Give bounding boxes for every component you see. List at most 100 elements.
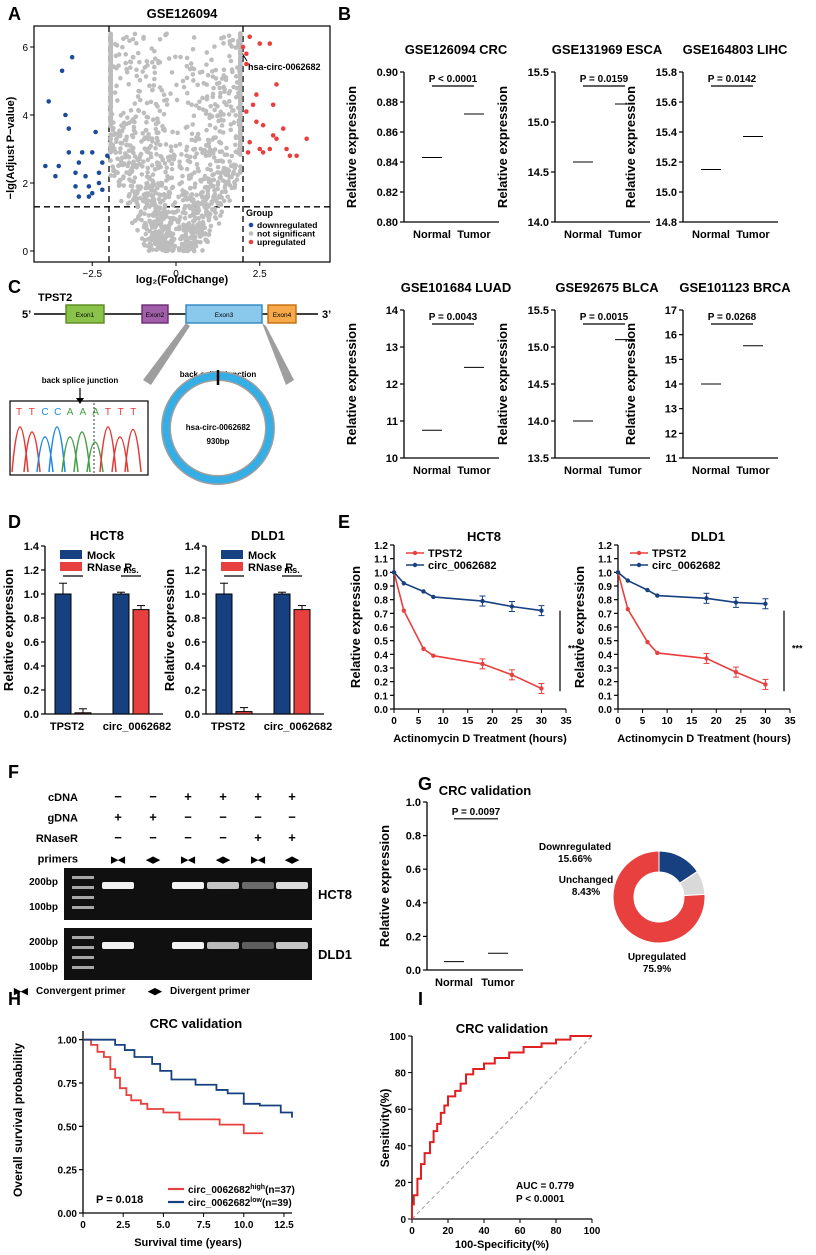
legend-item: upregulated xyxy=(257,237,306,247)
point xyxy=(227,53,232,59)
point xyxy=(152,220,158,226)
point xyxy=(204,50,210,55)
p-value: P = 0.0043 xyxy=(429,312,478,323)
subplot-title: CRC validation xyxy=(439,783,532,798)
x-category-label: Tumor xyxy=(457,465,491,477)
point xyxy=(207,228,212,233)
y-axis-label: Relative expression xyxy=(344,323,359,445)
point xyxy=(130,116,136,122)
y-axis-label: Relative expression xyxy=(344,86,359,208)
point xyxy=(192,225,197,231)
point xyxy=(205,185,211,191)
gel-row-label: cDNA xyxy=(48,792,78,804)
y-tick-label: 0.84 xyxy=(377,157,399,169)
point xyxy=(183,125,189,130)
p-value: P < 0.0001 xyxy=(516,1194,565,1205)
point xyxy=(215,179,221,185)
point xyxy=(168,91,173,96)
point xyxy=(208,167,214,173)
y-tick-label: 1.4 xyxy=(185,541,201,553)
point xyxy=(187,213,193,219)
point xyxy=(257,146,263,152)
circ-length: 930bp xyxy=(206,437,229,446)
point xyxy=(187,159,193,165)
gel-row-label: RNaseR xyxy=(36,833,78,845)
point xyxy=(218,109,224,115)
gel-condition: − xyxy=(184,810,192,825)
point xyxy=(150,172,156,177)
x-tick-label: 10.0 xyxy=(234,1220,254,1231)
point xyxy=(155,165,161,171)
point xyxy=(202,173,208,179)
marker-band xyxy=(72,876,94,879)
series-line-tpst2 xyxy=(617,572,766,686)
point xyxy=(223,77,229,83)
point xyxy=(137,59,142,65)
point xyxy=(108,173,113,178)
point xyxy=(191,35,197,40)
panel-label-H: H xyxy=(8,989,21,1009)
point xyxy=(132,175,138,180)
point xyxy=(112,173,117,179)
point xyxy=(238,36,243,41)
point xyxy=(215,170,220,175)
exon-box xyxy=(141,304,169,324)
point xyxy=(219,189,225,195)
point xyxy=(196,105,202,111)
point xyxy=(190,46,196,52)
legend-n: (n=39) xyxy=(262,1198,292,1209)
x-tick-label: 0 xyxy=(173,269,179,280)
y-tick-label: 0.0 xyxy=(598,705,612,716)
point xyxy=(86,184,92,189)
point xyxy=(171,157,176,162)
point xyxy=(198,201,204,207)
line-chart-e-2: DLD1 0.0 0.1 0.2 0.3 0.4 0.5 0.6 0.7 0.8 0.9 1.0 1.1… xyxy=(572,529,803,745)
point xyxy=(175,130,180,136)
point xyxy=(136,88,141,94)
x-tick-label: 35 xyxy=(784,716,796,727)
y-tick-label: 1.0 xyxy=(185,589,200,601)
point xyxy=(222,168,227,174)
point xyxy=(204,127,209,133)
point xyxy=(108,76,113,81)
point xyxy=(203,111,209,117)
point xyxy=(149,46,155,51)
marker-band xyxy=(72,956,94,959)
point xyxy=(195,166,201,171)
y-tick-label: 0.0 xyxy=(406,965,421,977)
exon-label: Exon3 xyxy=(215,312,234,319)
gel-condition: ◀▶ xyxy=(215,855,231,865)
gel-condition: ▶◀ xyxy=(250,855,266,865)
x-tick-label: 100 xyxy=(584,1226,601,1237)
point xyxy=(250,102,256,108)
gel-condition: − xyxy=(184,830,192,845)
y-tick-label: 0.6 xyxy=(24,637,39,649)
roc-curve xyxy=(411,1035,592,1219)
point xyxy=(260,150,266,155)
marker-label: 100bp xyxy=(29,902,58,913)
x-category-label: Tumor xyxy=(481,977,515,989)
point xyxy=(128,178,134,184)
y-tick-label: 0.8 xyxy=(598,596,612,607)
point xyxy=(238,40,243,46)
point xyxy=(238,56,243,62)
subplot-title: GSE101684 LUAD xyxy=(401,280,512,295)
y-tick-label: 0.6 xyxy=(185,637,200,649)
point xyxy=(166,56,172,61)
point xyxy=(173,54,178,60)
point xyxy=(132,101,138,106)
point xyxy=(219,123,225,128)
marker-band xyxy=(72,886,94,889)
point xyxy=(66,126,72,131)
point xyxy=(183,210,188,216)
bsj-label-left: back splice junction xyxy=(42,376,119,385)
y-tick-label: 60 xyxy=(395,1105,407,1116)
point xyxy=(201,80,207,86)
p-value: P = 0.0268 xyxy=(708,312,757,323)
point xyxy=(238,101,243,106)
violin-plot-b-5: GSE92675 BLCA 13.5 14.0 14.5 15.0 15.5 Relativ… xyxy=(495,280,659,477)
point xyxy=(214,199,219,204)
point xyxy=(267,41,273,46)
point xyxy=(147,246,153,252)
point xyxy=(167,154,173,159)
